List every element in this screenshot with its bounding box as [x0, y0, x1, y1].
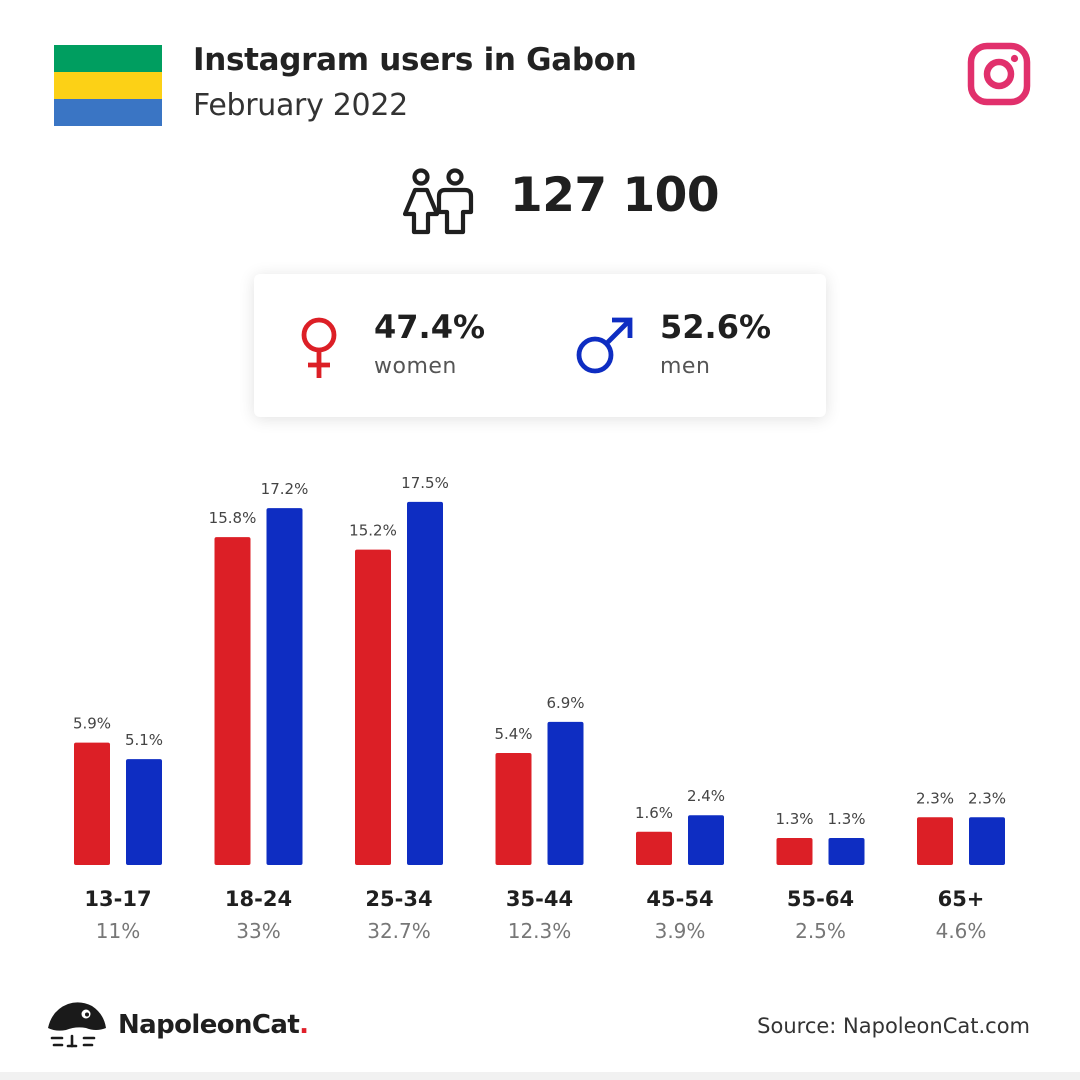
age-group-total: 33%: [236, 919, 280, 943]
bar-value-label: 5.1%: [125, 731, 163, 749]
age-group-total: 4.6%: [936, 919, 987, 943]
age-group-total: 2.5%: [795, 919, 846, 943]
page-title: Instagram users in Gabon: [193, 42, 637, 78]
page-subtitle: February 2022: [193, 88, 408, 123]
men-percent: 52.6%: [660, 308, 772, 346]
bar: [917, 817, 953, 865]
bar-value-label: 5.9%: [73, 715, 111, 733]
bar: [355, 549, 391, 865]
women-label: women: [374, 354, 457, 379]
gabon-flag-icon: [54, 45, 162, 126]
bar: [214, 537, 251, 865]
bar-value-label: 17.2%: [261, 480, 309, 498]
bar-value-label: 6.9%: [546, 694, 584, 712]
bar: [636, 831, 672, 865]
age-group-total: 32.7%: [367, 919, 431, 943]
bar: [74, 742, 110, 865]
source-credit: Source: NapoleonCat.com: [757, 1014, 1030, 1038]
flag-stripe-green: [54, 45, 162, 72]
flag-stripe-yellow: [54, 72, 162, 99]
bar-value-label: 1.3%: [827, 810, 865, 828]
bar-value-label: 2.3%: [968, 789, 1006, 807]
bar-value-label: 17.5%: [401, 474, 449, 492]
bar-value-label: 15.8%: [209, 509, 257, 527]
bar: [266, 508, 303, 865]
male-symbol-icon: [576, 317, 633, 374]
female-symbol-icon: [301, 317, 337, 378]
bar: [688, 815, 724, 865]
bar-value-label: 1.3%: [775, 810, 813, 828]
age-group-label: 13-17: [84, 887, 151, 911]
age-group-total: 3.9%: [655, 919, 706, 943]
bar: [776, 838, 813, 865]
bar-value-label: 15.2%: [349, 522, 397, 540]
men-label: men: [660, 354, 711, 379]
brand-name: NapoleonCat.: [118, 1010, 309, 1040]
bar: [495, 752, 532, 865]
brand-dot: .: [299, 1010, 309, 1040]
age-group-total: 12.3%: [508, 919, 572, 943]
bar: [126, 759, 162, 865]
age-group-label: 55-64: [787, 887, 854, 911]
bar-value-label: 5.4%: [494, 725, 532, 743]
bar: [407, 501, 443, 865]
age-group-label: 25-34: [365, 887, 432, 911]
age-group-total: 11%: [96, 919, 140, 943]
age-group-label: 65+: [938, 887, 985, 911]
bar-value-label: 1.6%: [635, 804, 673, 822]
age-gender-bar-chart: 5.9% 5.1% 13-17 11% 15.8%17.2% 18-24 33% 15.2% 1…: [73, 474, 1006, 943]
bar: [547, 721, 584, 865]
bar-value-label: 2.3%: [916, 789, 954, 807]
total-users-value: 127 100: [510, 168, 720, 223]
age-group-label: 45-54: [646, 887, 713, 911]
napoleoncat-logo-icon: [48, 1002, 106, 1048]
women-percent: 47.4%: [374, 308, 486, 346]
people-icon: [403, 168, 474, 235]
flag-stripe-blue: [54, 99, 162, 126]
gender-split-card: 47.4% women 52.6% men: [254, 274, 826, 417]
bar: [828, 838, 865, 865]
bar: [969, 817, 1005, 865]
age-group-label: 35-44: [506, 887, 573, 911]
bottom-divider: [0, 1072, 1080, 1080]
instagram-icon: [967, 42, 1031, 106]
age-group-label: 18-24: [225, 887, 292, 911]
bar-value-label: 2.4%: [687, 787, 725, 805]
brand-name-text: NapoleonCat: [118, 1010, 300, 1040]
